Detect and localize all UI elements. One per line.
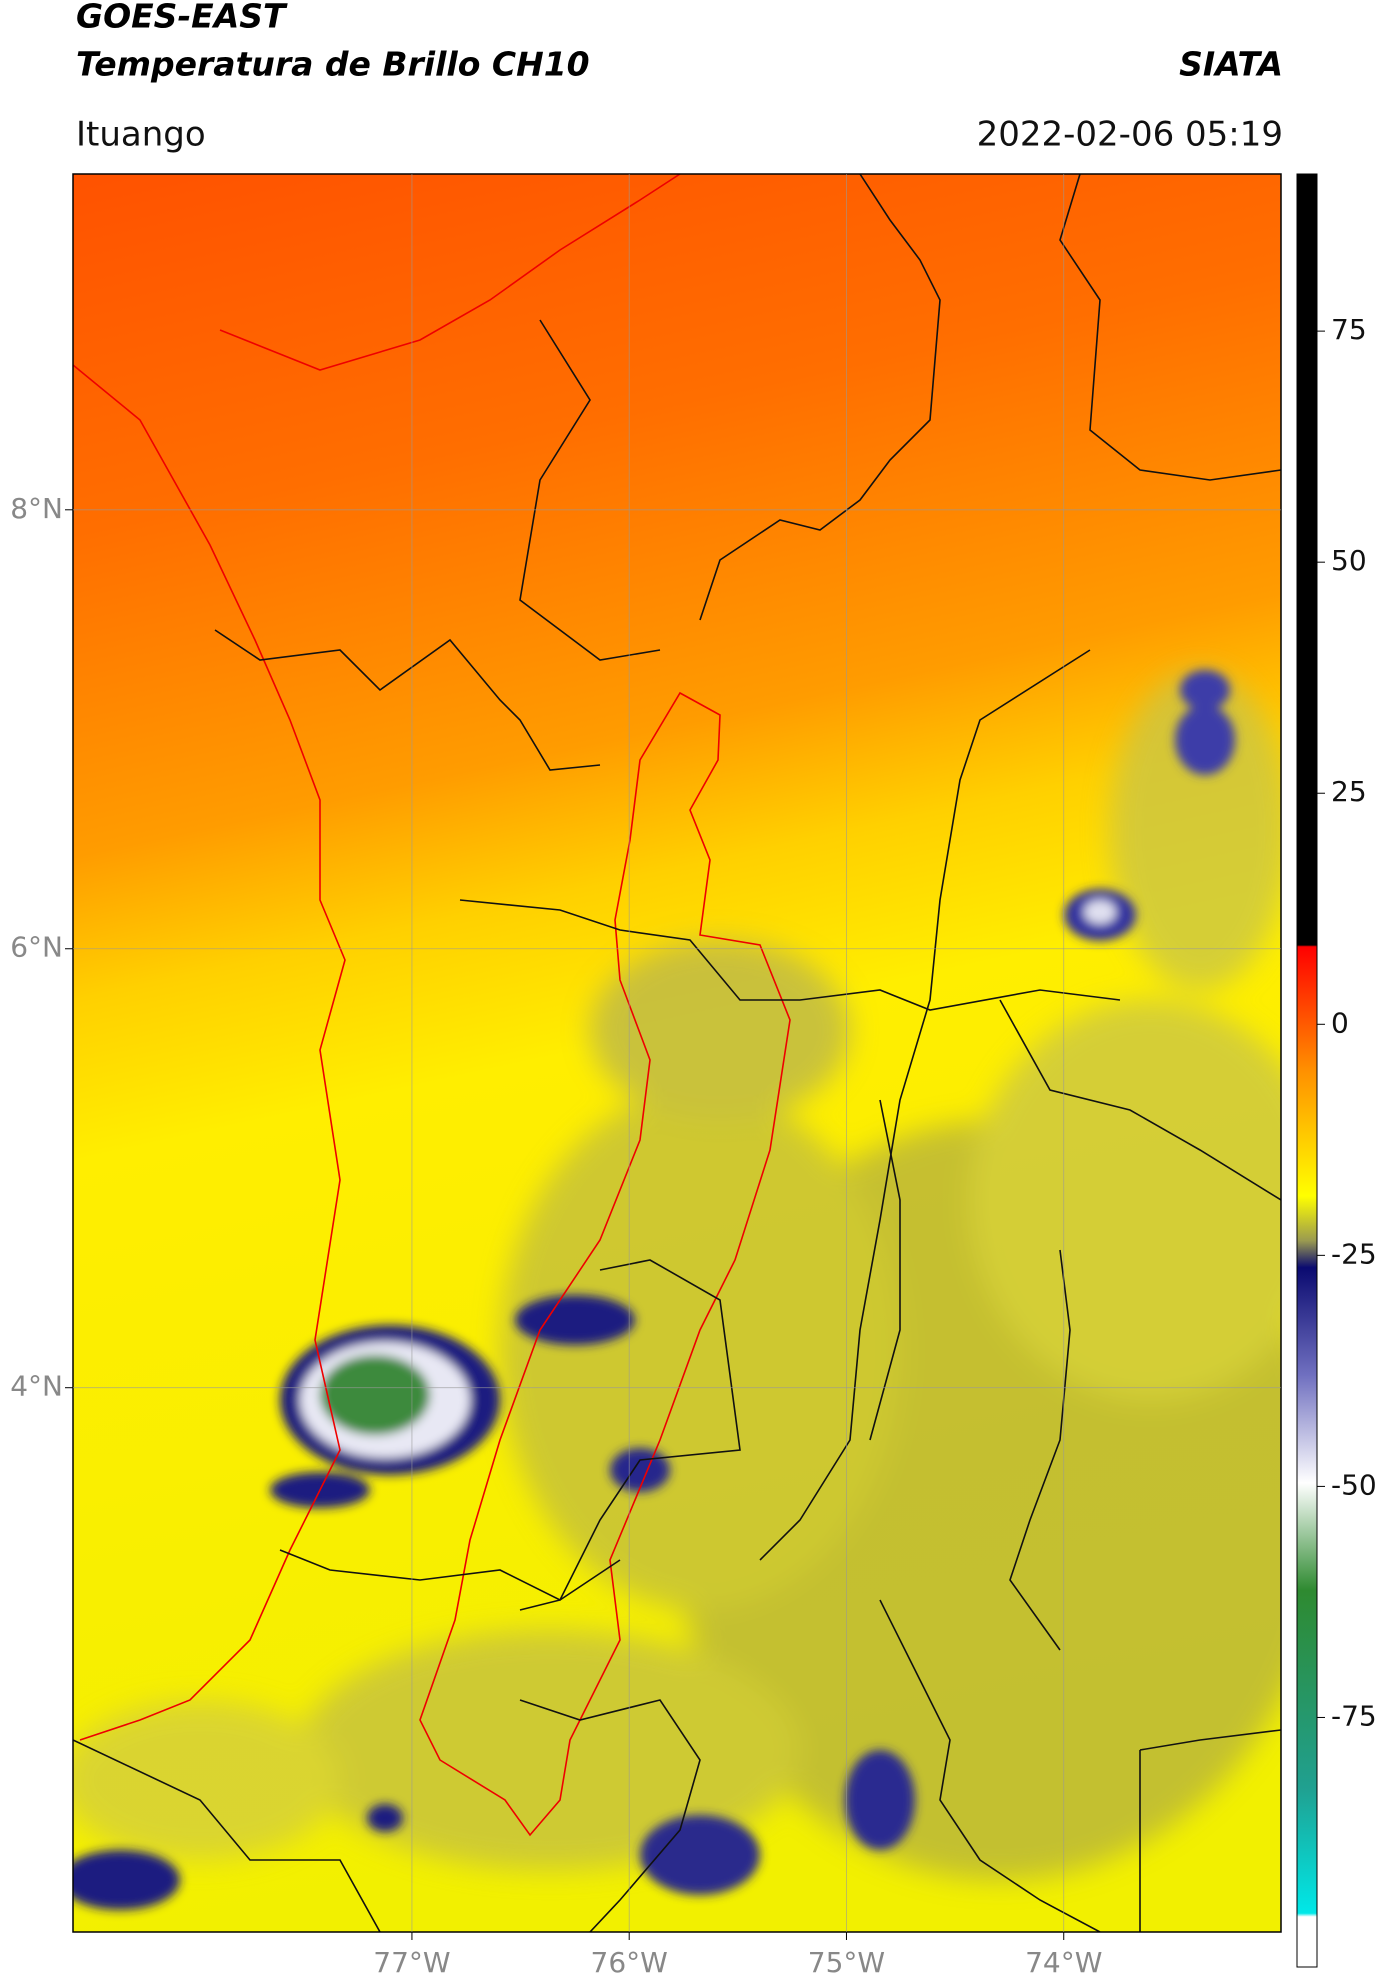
brand: SIATA [1179, 45, 1283, 84]
coastline-north [219, 174, 681, 371]
lon-tick-label: 76°W [591, 1946, 668, 1979]
title-line2: Temperatura de Brillo CH10 [76, 45, 590, 84]
colorbar-tick-label: -75 [1331, 1699, 1377, 1732]
colorbar-tick-label: -50 [1331, 1468, 1377, 1501]
colorbar [1296, 173, 1318, 1968]
colorbar-tick-label: 0 [1331, 1006, 1349, 1039]
datetime: 2022-02-06 05:19 [977, 115, 1283, 155]
lat-tick-label: 8°N [10, 492, 63, 525]
colorbar-tick-label: 25 [1331, 775, 1367, 808]
lat-tick-label: 6°N [10, 931, 63, 964]
map-field [73, 174, 1281, 1932]
map-frame [72, 173, 1282, 1933]
cold-clouds [73, 670, 1235, 1910]
basin-outline [419, 691, 791, 1837]
title-line1: GOES-EAST [76, 0, 288, 36]
lon-tick-label: 74°W [1025, 1946, 1102, 1979]
admin-borders [73, 174, 1281, 1932]
lon-tick-label: 75°W [808, 1946, 885, 1979]
colorbar-tick-label: 50 [1331, 544, 1367, 577]
lon-tick-label: 77°W [373, 1946, 450, 1979]
cloud-patches [73, 670, 1281, 1880]
coastline [73, 364, 346, 1741]
colorbar-tick-label: 75 [1331, 313, 1367, 346]
location: Ituango [76, 115, 206, 155]
colorbar-tick-label: -25 [1331, 1237, 1377, 1270]
lat-tick-label: 4°N [10, 1370, 63, 1403]
